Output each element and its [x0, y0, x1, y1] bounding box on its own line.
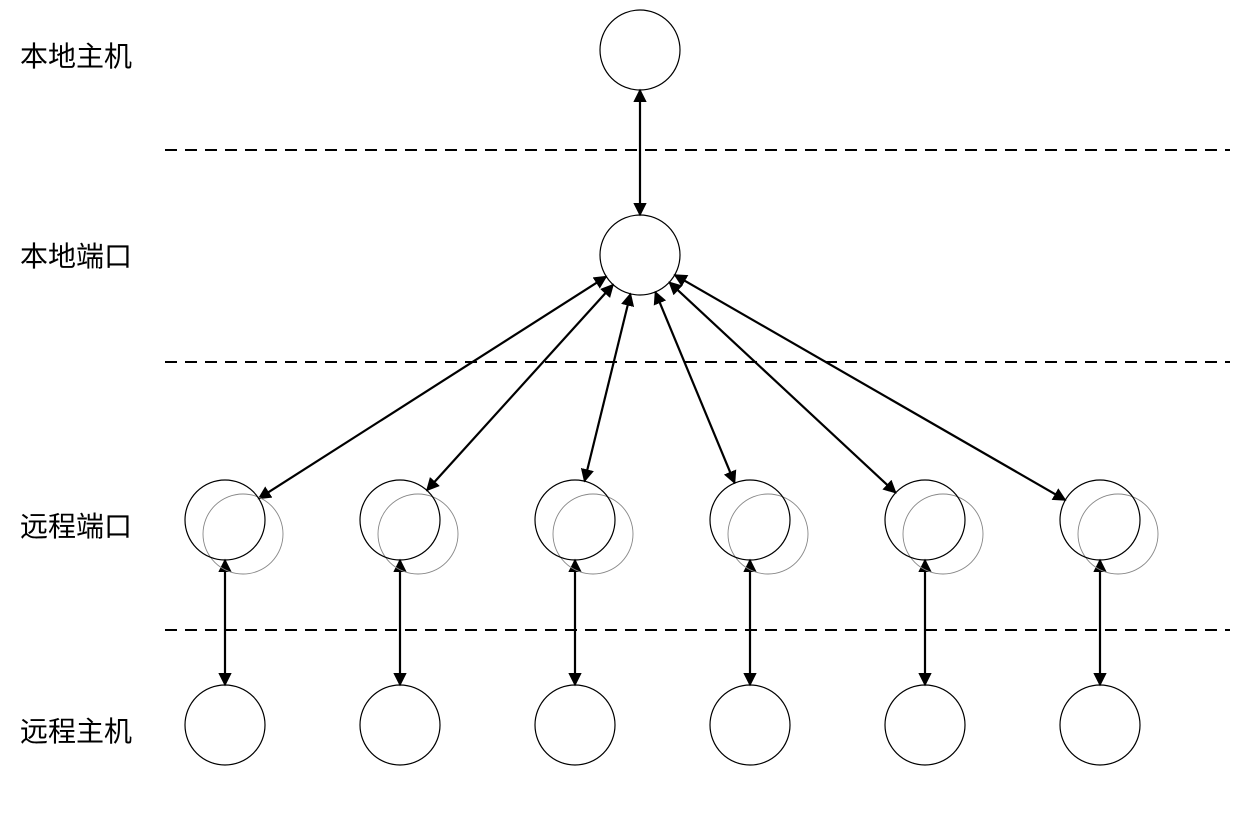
label-remote-host: 远程主机: [20, 710, 132, 750]
node-shadow: [728, 494, 808, 574]
node-local-port: [600, 215, 680, 295]
node-remote-host: [360, 685, 440, 765]
node-remote-host: [1060, 685, 1140, 765]
label-local-host: 本地主机: [20, 35, 132, 75]
diagram-svg: [0, 0, 1240, 834]
node-remote-host: [185, 685, 265, 765]
node-shadow: [553, 494, 633, 574]
edge: [669, 282, 895, 493]
node-remote-host: [710, 685, 790, 765]
edge: [427, 285, 613, 491]
node-shadow: [378, 494, 458, 574]
node-remote-port: [185, 480, 265, 560]
node-remote-port: [885, 480, 965, 560]
node-shadow: [203, 494, 283, 574]
edge: [655, 292, 734, 483]
node-shadow: [1078, 494, 1158, 574]
label-local-port: 本地端口: [20, 235, 132, 275]
node-local-host: [600, 10, 680, 90]
node-remote-port: [1060, 480, 1140, 560]
edge: [675, 275, 1066, 500]
node-shadow: [903, 494, 983, 574]
edge: [585, 294, 631, 481]
node-remote-host: [535, 685, 615, 765]
edge: [259, 277, 607, 499]
node-remote-port: [535, 480, 615, 560]
node-remote-host: [885, 685, 965, 765]
node-remote-port: [360, 480, 440, 560]
label-remote-port: 远程端口: [20, 505, 132, 545]
diagram-canvas: 本地主机 本地端口 远程端口 远程主机: [0, 0, 1240, 834]
node-remote-port: [710, 480, 790, 560]
